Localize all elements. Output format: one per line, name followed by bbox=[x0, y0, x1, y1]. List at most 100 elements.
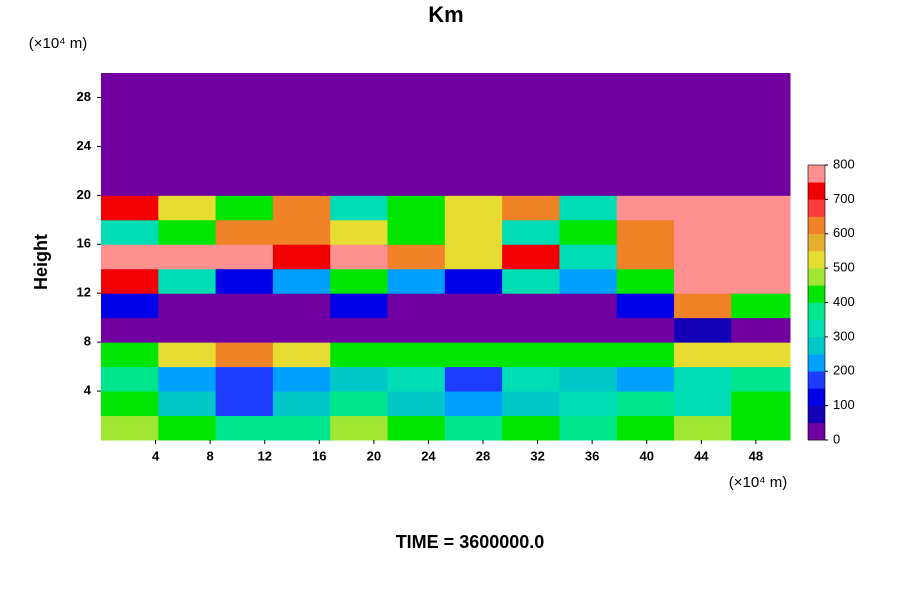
cell bbox=[502, 391, 560, 417]
colorbar-tick-label: 700 bbox=[833, 191, 855, 206]
cell bbox=[330, 317, 389, 343]
cell bbox=[158, 293, 217, 319]
cell bbox=[616, 121, 675, 147]
x-tick-label: 20 bbox=[367, 448, 381, 463]
x-tick-label: 12 bbox=[257, 448, 271, 463]
cell bbox=[215, 391, 274, 417]
cell bbox=[731, 366, 791, 392]
cell bbox=[559, 268, 618, 294]
cell bbox=[101, 415, 159, 441]
x-tick-label: 4 bbox=[152, 448, 160, 463]
cell bbox=[215, 146, 274, 172]
cell bbox=[444, 170, 503, 196]
cell bbox=[272, 366, 331, 392]
cell bbox=[502, 146, 560, 172]
cell bbox=[272, 146, 331, 172]
cell bbox=[272, 121, 331, 147]
cell bbox=[101, 293, 159, 319]
colorbar-swatch bbox=[808, 250, 825, 269]
cell bbox=[731, 317, 791, 343]
cell bbox=[101, 97, 159, 123]
cell bbox=[158, 146, 217, 172]
cell bbox=[502, 366, 560, 392]
cell bbox=[272, 415, 331, 441]
y-tick-label: 28 bbox=[77, 89, 91, 104]
cell bbox=[559, 121, 618, 147]
cell bbox=[215, 244, 274, 270]
cell bbox=[616, 170, 675, 196]
cell bbox=[330, 293, 389, 319]
cell bbox=[215, 342, 274, 368]
cell bbox=[502, 219, 560, 245]
cell bbox=[158, 219, 217, 245]
cell bbox=[158, 317, 217, 343]
cell bbox=[101, 391, 159, 417]
cell bbox=[387, 170, 446, 196]
cell bbox=[444, 97, 503, 123]
cell bbox=[215, 170, 274, 196]
x-tick-label: 40 bbox=[640, 448, 654, 463]
y-unit: (×10⁴ m) bbox=[29, 35, 88, 52]
cell bbox=[101, 342, 159, 368]
cell bbox=[444, 342, 503, 368]
cell bbox=[444, 366, 503, 392]
colorbar-swatch bbox=[808, 422, 825, 441]
cell bbox=[444, 219, 503, 245]
cell bbox=[731, 170, 791, 196]
colorbar-swatch bbox=[808, 199, 825, 217]
cell bbox=[272, 342, 331, 368]
cell bbox=[559, 219, 618, 245]
cell bbox=[387, 317, 446, 343]
x-tick-label: 16 bbox=[312, 448, 326, 463]
cell bbox=[616, 73, 675, 98]
cell bbox=[616, 244, 675, 270]
cell bbox=[101, 268, 159, 294]
colorbar-tick-label: 200 bbox=[833, 363, 855, 378]
cell bbox=[502, 244, 560, 270]
cell bbox=[616, 415, 675, 441]
cell bbox=[444, 121, 503, 147]
cell bbox=[330, 244, 389, 270]
cell bbox=[674, 366, 732, 392]
cell bbox=[387, 293, 446, 319]
cell bbox=[158, 73, 217, 98]
cell bbox=[272, 219, 331, 245]
colorbar-swatch bbox=[808, 405, 825, 424]
cell bbox=[502, 293, 560, 319]
cell bbox=[215, 293, 274, 319]
colorbar-tick-label: 100 bbox=[833, 397, 855, 412]
cell bbox=[272, 195, 331, 221]
colorbar-tick-label: 0 bbox=[833, 431, 840, 446]
colorbar-swatch bbox=[808, 354, 825, 372]
cell bbox=[272, 170, 331, 196]
cell bbox=[387, 97, 446, 123]
cell bbox=[387, 415, 446, 441]
colorbar-swatch bbox=[808, 165, 825, 183]
footer: TIME = 3600000.0 bbox=[396, 532, 545, 552]
cell bbox=[731, 244, 791, 270]
cell bbox=[158, 244, 217, 270]
x-tick-label: 28 bbox=[476, 448, 490, 463]
cell bbox=[674, 219, 732, 245]
colorbar-swatch bbox=[808, 336, 825, 355]
cell bbox=[215, 121, 274, 147]
y-axis-label: Height bbox=[31, 234, 51, 290]
cell bbox=[559, 366, 618, 392]
cell bbox=[215, 366, 274, 392]
colorbar-tick-label: 600 bbox=[833, 225, 855, 240]
cell bbox=[731, 293, 791, 319]
cell bbox=[158, 415, 217, 441]
cell bbox=[158, 366, 217, 392]
cell bbox=[101, 170, 159, 196]
cell bbox=[101, 195, 159, 221]
cell bbox=[616, 219, 675, 245]
cell bbox=[215, 415, 274, 441]
cell bbox=[330, 415, 389, 441]
cell bbox=[272, 391, 331, 417]
cell bbox=[502, 73, 560, 98]
cell bbox=[330, 97, 389, 123]
cell bbox=[330, 121, 389, 147]
cell bbox=[616, 146, 675, 172]
cell bbox=[674, 146, 732, 172]
